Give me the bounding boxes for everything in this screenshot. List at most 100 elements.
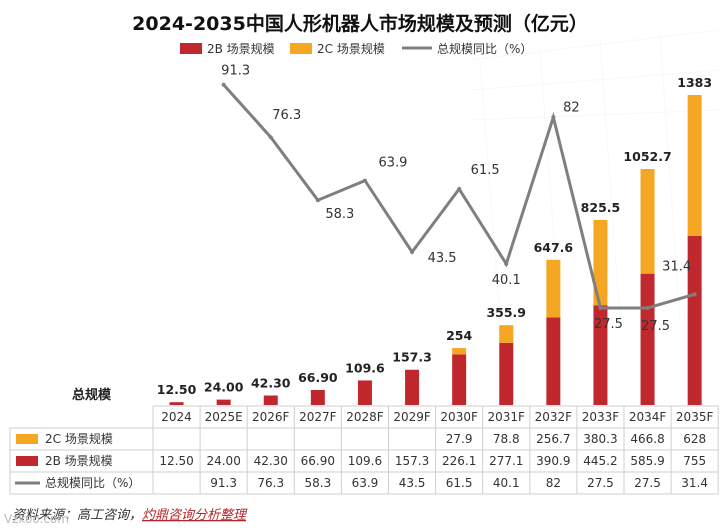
bar-2c-2031F <box>499 325 514 343</box>
source-highlight: 灼鼎咨询分析整理 <box>142 508 248 523</box>
table-cell: 61.5 <box>446 476 473 490</box>
table-header-2030F: 2030F <box>440 410 478 424</box>
bar-2c-2035F <box>687 95 702 236</box>
growth-label-2029F: 43.5 <box>428 251 457 266</box>
table-header-2026F: 2026F <box>252 410 290 424</box>
table-header-2031F: 2031F <box>488 410 526 424</box>
background-texture <box>469 29 720 321</box>
table-row-swatch-1 <box>16 456 38 466</box>
bar-2c-2032F <box>546 259 561 318</box>
bar-2b-2027F <box>310 390 325 405</box>
growth-point-2032F <box>551 115 556 120</box>
table-cell: 58.3 <box>304 476 331 490</box>
growth-label-2025E: 91.3 <box>221 64 250 79</box>
total-label-2035F: 1383 <box>677 75 712 90</box>
legend-label-2c: 2C 场景规模 <box>317 41 385 56</box>
growth-label-2032F: 82 <box>563 100 580 115</box>
watermark: Vzkoo.com <box>4 512 69 526</box>
source-prefix: 资料来源：高工咨询， <box>12 508 142 523</box>
growth-label-2035F: 31.4 <box>662 259 691 274</box>
table-cell: 755 <box>683 454 706 468</box>
table-row-swatch-0 <box>16 434 38 444</box>
table-cell: 66.90 <box>301 454 335 468</box>
table-cell: 63.9 <box>352 476 379 490</box>
table-cell: 27.5 <box>634 476 661 490</box>
growth-point-2030F <box>457 187 462 191</box>
total-label-2034F: 1052.7 <box>623 149 671 164</box>
bar-2c-2033F <box>593 219 608 306</box>
table-header-2025E: 2025E <box>205 410 243 424</box>
growth-point-2029F <box>410 250 415 254</box>
table-cell: 277.1 <box>489 454 523 468</box>
growth-label-2026F: 76.3 <box>272 108 301 123</box>
bar-2b-2029F <box>405 369 420 405</box>
table-cell: 27.5 <box>587 476 614 490</box>
bar-2b-2035F <box>687 235 702 405</box>
growth-label-2028F: 63.9 <box>378 156 407 171</box>
total-labels-group: 12.50 24.00 42.30 66.90 109.6 157.3 254 355.9 64… <box>157 75 712 397</box>
table-cell: 585.9 <box>630 454 664 468</box>
table-cell: 109.6 <box>348 454 382 468</box>
table-cell: 42.30 <box>254 454 288 468</box>
growth-point-2031F <box>504 261 509 266</box>
growth-label-2031F: 40.1 <box>492 273 521 288</box>
total-label-2024: 12.50 <box>157 382 197 397</box>
bar-2b-2031F <box>499 342 514 405</box>
table-cell: 31.4 <box>681 476 708 490</box>
bar-2b-2026F <box>263 395 278 405</box>
table-header-2029F: 2029F <box>393 410 431 424</box>
total-label-2028F: 109.6 <box>345 360 385 375</box>
table-cell: 157.3 <box>395 454 429 468</box>
total-label-2032F: 647.6 <box>534 240 574 255</box>
table-header-2032F: 2032F <box>535 410 573 424</box>
growth-point-2027F <box>315 198 320 203</box>
table-cell: 24.00 <box>206 454 240 468</box>
total-label-2031F: 355.9 <box>486 305 526 320</box>
source-note: 资料来源：高工咨询，灼鼎咨询分析整理 <box>12 508 248 523</box>
legend-label-line: 总规模同比（%） <box>437 41 532 56</box>
table-cell: 91.3 <box>210 476 237 490</box>
growth-label-2027F: 58.3 <box>325 207 354 222</box>
growth-label-2030F: 61.5 <box>471 163 500 178</box>
line-series-group: 91.3 76.3 58.3 63.9 43.5 61.5 40.1 82 27.5 27.5 31… <box>221 64 697 334</box>
bar-2b-2032F <box>546 317 561 405</box>
total-label-2033F: 825.5 <box>581 200 621 215</box>
growth-point-2025E <box>221 82 226 87</box>
table-row-head-1: 2B 场景规模 <box>45 453 113 468</box>
table-cell: 40.1 <box>493 476 520 490</box>
table-header-2024: 2024 <box>161 410 192 424</box>
legend: 2B 场景规模 2C 场景规模 总规模同比（%） <box>180 41 532 56</box>
growth-point-2034F <box>645 306 650 310</box>
table-header-2027F: 2027F <box>299 410 337 424</box>
total-label-2026F: 42.30 <box>251 376 291 391</box>
bar-2b-2034F <box>640 273 655 405</box>
table-cell: 43.5 <box>399 476 426 490</box>
growth-point-2028F <box>362 178 367 183</box>
bar-2c-2030F <box>452 348 467 355</box>
bar-2b-2028F <box>357 380 372 405</box>
growth-point-2033F <box>598 306 603 310</box>
chart-title: 2024-2035中国人形机器人市场规模及预测（亿元） <box>132 12 588 35</box>
bar-2b-2025E <box>216 399 231 405</box>
legend-label-2b: 2B 场景规模 <box>207 41 275 56</box>
total-label-2030F: 254 <box>446 328 472 343</box>
bar-2c-2034F <box>640 169 655 274</box>
table-cell: 76.3 <box>257 476 284 490</box>
bar-2b-2033F <box>593 305 608 405</box>
data-table: 2024 2025E 2026F 2027F 2028F 2029F 2030F 2031F 2… <box>9 405 719 495</box>
growth-point-2035F <box>692 292 697 297</box>
table-cell: 256.7 <box>536 432 570 446</box>
table-cell: 12.50 <box>159 454 193 468</box>
growth-label-2033F: 27.5 <box>594 317 623 332</box>
table-cell: 628 <box>683 432 706 446</box>
table-cell: 78.8 <box>493 432 520 446</box>
table-cell: 82 <box>546 476 561 490</box>
table-row-head-2: 总规模同比（%） <box>45 475 140 490</box>
total-label-2027F: 66.90 <box>298 370 338 385</box>
legend-swatch-2b <box>180 43 202 54</box>
bar-series-group <box>169 95 702 405</box>
legend-swatch-2c <box>290 43 312 54</box>
table-head-label: 总规模 <box>72 387 112 403</box>
table-header-2035F: 2035F <box>676 410 714 424</box>
